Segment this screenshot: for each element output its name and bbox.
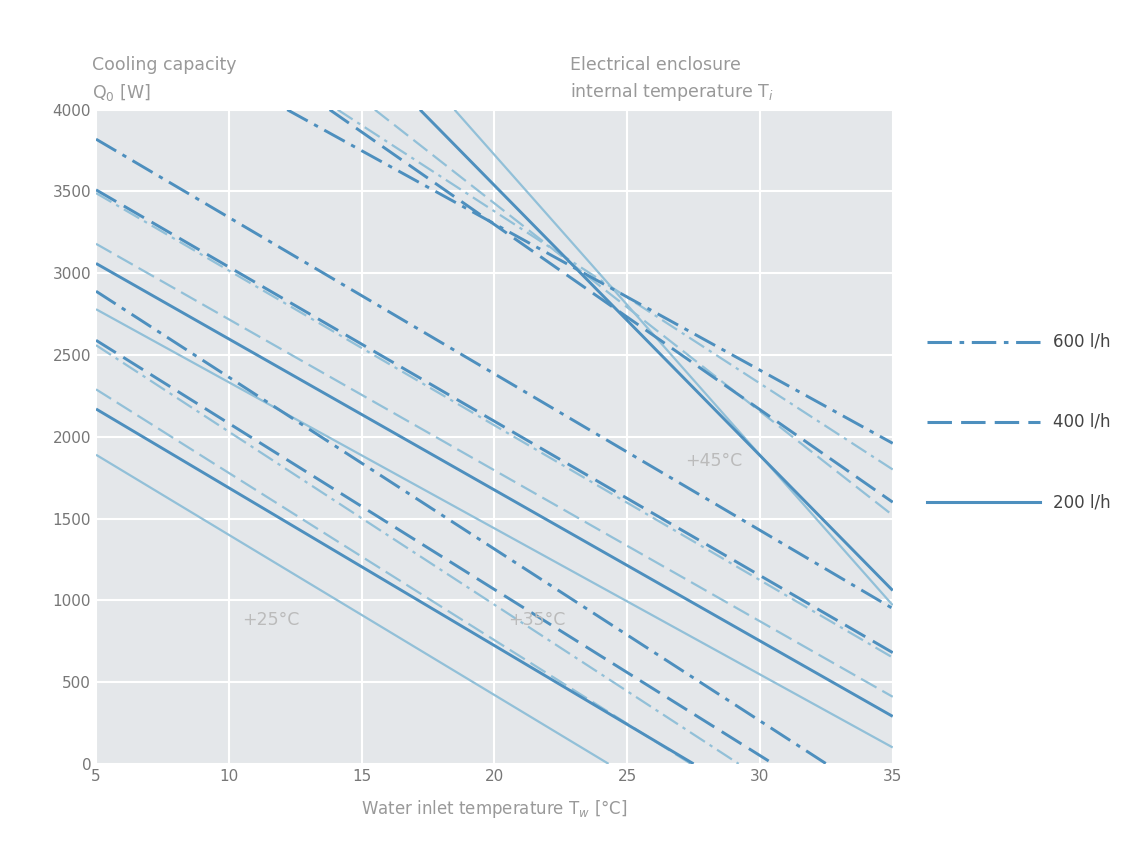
Text: 400 l/h: 400 l/h	[1053, 413, 1111, 431]
X-axis label: Water inlet temperature T$_w$ [°C]: Water inlet temperature T$_w$ [°C]	[362, 798, 627, 820]
Text: +45°C: +45°C	[686, 452, 742, 470]
Text: 600 l/h: 600 l/h	[1053, 333, 1111, 351]
Text: 200 l/h: 200 l/h	[1053, 493, 1111, 511]
Text: Q$_0$ [W]: Q$_0$ [W]	[92, 82, 151, 103]
Text: +25°C: +25°C	[242, 611, 299, 629]
Text: +35°C: +35°C	[507, 611, 565, 629]
Text: Cooling capacity: Cooling capacity	[92, 56, 236, 73]
Text: internal temperature T$_i$: internal temperature T$_i$	[570, 81, 774, 103]
Text: Electrical enclosure: Electrical enclosure	[570, 56, 741, 73]
